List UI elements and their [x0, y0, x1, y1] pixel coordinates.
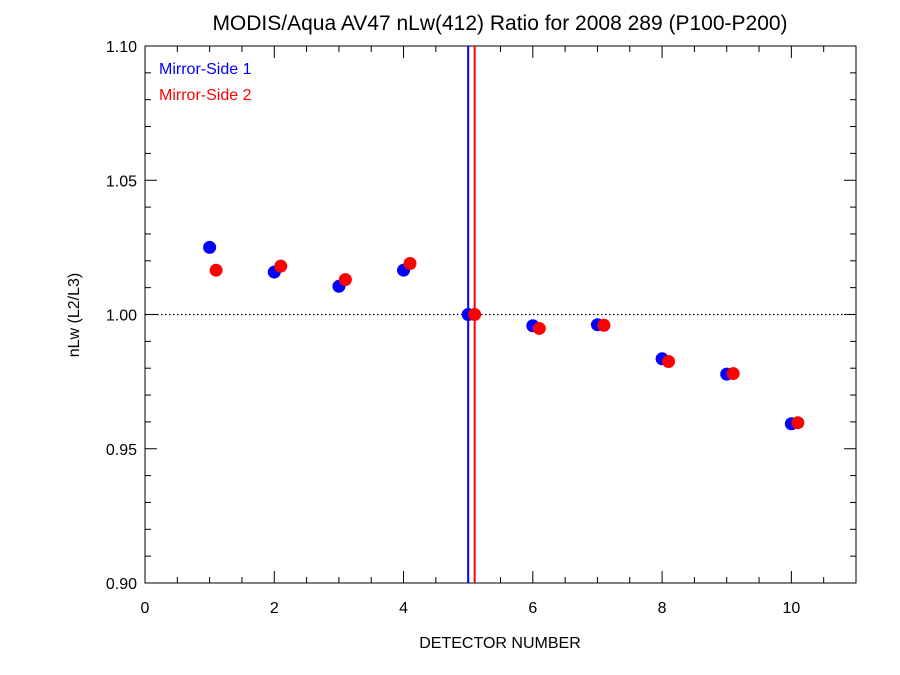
data-point-series-2 [403, 256, 417, 270]
y-tick-label: 1.00 [106, 308, 137, 325]
x-tick-label: 10 [782, 600, 800, 617]
data-point-series-2 [597, 318, 611, 332]
x-tick-label: 4 [399, 600, 408, 617]
legend: Mirror-Side 1 Mirror-Side 2 [159, 61, 252, 104]
x-tick-label: 8 [658, 600, 667, 617]
y-tick-label: 0.90 [106, 576, 137, 593]
data-point-series-2 [662, 354, 676, 368]
data-point-series-2 [726, 367, 740, 381]
data-point-series-1 [203, 240, 217, 254]
data-point-series-2 [338, 273, 352, 287]
x-tick-label: 0 [141, 600, 150, 617]
x-tick-label: 2 [270, 600, 279, 617]
data-point-series-2 [274, 259, 288, 273]
y-tick-label: 0.95 [106, 442, 137, 459]
data-point-series-2 [209, 263, 223, 277]
x-tick-label: 6 [528, 600, 537, 617]
y-tick-label: 1.10 [106, 39, 137, 56]
data-point-series-2 [468, 308, 482, 321]
chart-title: MODIS/Aqua AV47 nLw(412) Ratio for 2008 … [212, 12, 787, 35]
data-point-series-2 [791, 416, 805, 430]
y-axis-label: nLw (L2/L3) [66, 273, 83, 358]
legend-entry-series-2: Mirror-Side 2 [159, 87, 252, 104]
data-point-series-2 [532, 321, 546, 335]
plot-area: 0 2 4 6 8 10 0.90 0.95 1.00 1.05 1.10 [106, 39, 857, 617]
x-axis-label: DETECTOR NUMBER [419, 635, 581, 652]
y-tick-label: 1.05 [106, 173, 137, 190]
legend-entry-series-1: Mirror-Side 1 [159, 61, 252, 78]
